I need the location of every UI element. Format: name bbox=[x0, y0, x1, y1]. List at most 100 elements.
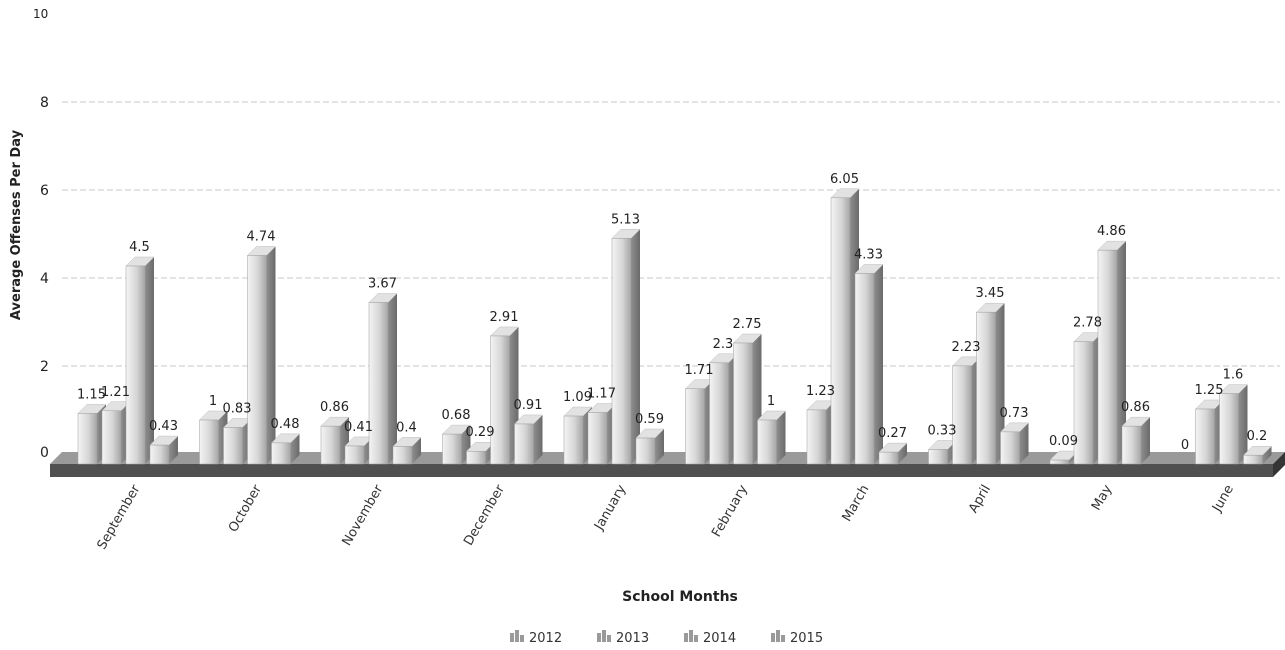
bar-side bbox=[1141, 417, 1150, 464]
legend-swatch-icon bbox=[602, 630, 606, 642]
bar-2014-january bbox=[611, 229, 641, 465]
bar-2015-november bbox=[392, 437, 422, 465]
y-tick-label: 10 bbox=[33, 7, 48, 21]
y-tick-label: 8 bbox=[40, 95, 49, 111]
bar-front bbox=[1195, 408, 1215, 465]
data-label: 3.45 bbox=[976, 286, 1005, 301]
legend-label: 2015 bbox=[790, 631, 823, 646]
y-axis-ticks: 0 2 4 6 8 10 bbox=[33, 7, 49, 461]
bar-front bbox=[199, 419, 219, 465]
bar-2012-december bbox=[441, 424, 472, 465]
data-label: 0.2 bbox=[1247, 429, 1268, 444]
bar-side bbox=[388, 293, 397, 464]
y-axis-title: Average Offenses Per Day bbox=[9, 129, 24, 320]
bar-side bbox=[776, 411, 786, 464]
bar-2015-september bbox=[149, 435, 179, 465]
data-label: 2.91 bbox=[490, 310, 519, 325]
bar-side bbox=[145, 257, 154, 464]
bar-front bbox=[563, 415, 584, 465]
bar-front bbox=[806, 409, 827, 465]
x-tick-label-may: May bbox=[1089, 482, 1116, 513]
bar-front bbox=[466, 450, 486, 465]
bar-front bbox=[514, 423, 534, 465]
legend-item-2012[interactable]: 2012 bbox=[510, 630, 562, 646]
bar-side bbox=[995, 303, 1005, 464]
x-tick-label-june: June bbox=[1209, 483, 1237, 516]
legend-swatch-icon bbox=[689, 630, 693, 642]
bar-2015-may bbox=[1121, 416, 1151, 465]
legend-label: 2013 bbox=[616, 631, 649, 646]
bar-front bbox=[344, 445, 365, 465]
data-label: 2.75 bbox=[733, 317, 762, 332]
data-label: 2.78 bbox=[1073, 316, 1102, 331]
legend-swatch-icon bbox=[776, 630, 780, 642]
bar-side bbox=[266, 246, 276, 464]
y-tick-label: 4 bbox=[40, 271, 49, 287]
data-label: 0.86 bbox=[320, 400, 349, 415]
bar-front bbox=[1049, 459, 1070, 465]
bar-front bbox=[928, 449, 948, 465]
bar-front bbox=[830, 197, 851, 465]
bar-2014-december bbox=[489, 326, 520, 465]
bar-side bbox=[1238, 384, 1248, 464]
bar-side bbox=[1019, 422, 1029, 464]
data-label: 4.5 bbox=[129, 240, 150, 255]
bars bbox=[77, 188, 1273, 465]
legend-swatch-icon bbox=[684, 633, 688, 642]
x-tick-label-march: March bbox=[840, 483, 873, 525]
x-axis-ticks: September October November December January F… bbox=[95, 482, 1237, 552]
data-label: 1.23 bbox=[806, 384, 835, 399]
data-label: 0.48 bbox=[271, 417, 300, 432]
data-label: 0.29 bbox=[466, 425, 495, 440]
bar-front bbox=[878, 451, 899, 465]
bar-front bbox=[952, 365, 972, 465]
bar-front bbox=[247, 255, 267, 465]
data-labels: 1.151.214.50.431 0.834.740.480.860.413.67… bbox=[77, 172, 1267, 453]
data-label: 4.74 bbox=[247, 229, 276, 244]
bar-front bbox=[611, 238, 632, 465]
data-label: 2.3 bbox=[713, 337, 734, 352]
x-tick-label-december: December bbox=[461, 482, 508, 548]
legend-item-2014[interactable]: 2014 bbox=[684, 630, 736, 646]
bar-2012-january bbox=[563, 406, 593, 465]
x-tick-label-november: November bbox=[340, 482, 387, 549]
data-label: 0.91 bbox=[514, 398, 543, 413]
data-label: 0.86 bbox=[1121, 400, 1150, 415]
bar-2014-september bbox=[125, 256, 155, 465]
data-label: 5.13 bbox=[611, 212, 640, 227]
y-tick-label: 0 bbox=[40, 445, 49, 461]
legend-swatch-icon bbox=[515, 630, 519, 642]
legend-swatch-icon bbox=[510, 633, 514, 642]
bar-front bbox=[368, 302, 389, 465]
bar-2014-october bbox=[246, 246, 277, 465]
bar-side bbox=[412, 437, 421, 464]
data-label: 1 bbox=[209, 394, 217, 409]
bar-front bbox=[320, 425, 341, 465]
x-tick-label-february: February bbox=[709, 482, 751, 540]
data-label: 1.71 bbox=[685, 363, 714, 378]
bar-front bbox=[125, 265, 146, 465]
x-tick-label-september: September bbox=[95, 482, 144, 552]
bar-side bbox=[874, 264, 883, 464]
x-tick-label-april: April bbox=[966, 483, 994, 516]
legend-item-2013[interactable]: 2013 bbox=[597, 630, 649, 646]
data-label: 0.59 bbox=[635, 412, 664, 427]
data-label: 3.67 bbox=[368, 277, 397, 292]
legend-item-2015[interactable]: 2015 bbox=[771, 630, 823, 646]
data-label: 1.15 bbox=[77, 387, 106, 402]
bar-2015-january bbox=[635, 428, 665, 465]
bar-front bbox=[101, 410, 122, 465]
bar-front bbox=[976, 311, 996, 465]
bar-side bbox=[1117, 241, 1126, 464]
data-label: 1.21 bbox=[101, 385, 130, 400]
bar-front bbox=[757, 419, 777, 465]
data-label: 0 bbox=[1181, 438, 1189, 453]
x-axis-title: School Months bbox=[622, 589, 738, 605]
data-label: 0.83 bbox=[223, 401, 252, 416]
bar-front bbox=[223, 427, 243, 465]
legend-swatch-icon bbox=[597, 633, 601, 642]
bar-2013-september bbox=[101, 401, 131, 465]
data-label: 0.43 bbox=[149, 419, 178, 434]
data-label: 1.17 bbox=[587, 387, 616, 402]
